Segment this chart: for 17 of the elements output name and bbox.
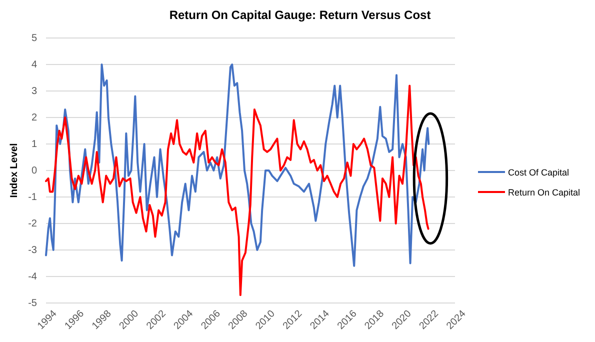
line-series: [45, 84, 430, 296]
line-series: [45, 64, 430, 267]
y-tick-label: 1: [31, 139, 38, 150]
y-tick-label: 3: [31, 86, 38, 98]
y-axis-title: Index Level: [9, 143, 20, 198]
y-tick-label: -1: [28, 192, 38, 204]
y-tick-label: -5: [28, 298, 38, 310]
y-tick-label: 5: [31, 33, 38, 44]
y-tick-label: 2: [31, 112, 38, 124]
y-tick-label: 4: [31, 60, 38, 71]
chart-title: Return On Capital Gauge: Return Versus Cost: [169, 8, 431, 22]
y-tick-label: -4: [28, 272, 38, 283]
legend-label: Cost Of Capital: [508, 168, 570, 178]
y-tick-label: -3: [28, 245, 38, 256]
y-tick-label: -2: [28, 218, 38, 230]
legend-label: Return On Capital: [508, 188, 580, 198]
y-tick-label: 0: [31, 166, 38, 177]
